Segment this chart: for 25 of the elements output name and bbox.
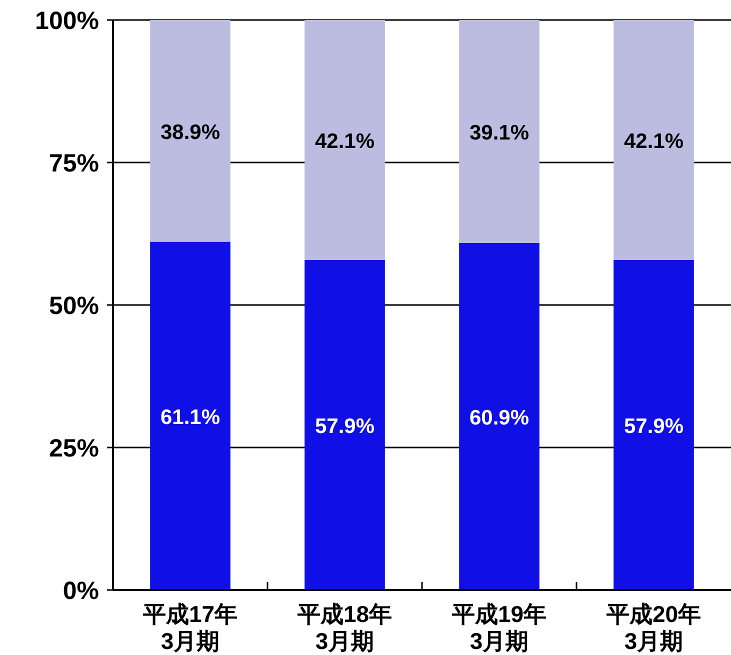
bar [304, 20, 385, 260]
data-label: 42.1% [624, 130, 684, 153]
y-tick-label: 50% [48, 292, 99, 320]
y-tick-label: 0% [62, 577, 99, 605]
x-tick-label: 平成20年 3月期 [605, 601, 702, 654]
y-tick-label: 75% [48, 150, 99, 178]
bar [150, 242, 230, 590]
data-label: 39.1% [469, 121, 530, 144]
data-label: 57.9% [314, 414, 375, 438]
bar [459, 20, 540, 243]
y-tick-label: 25% [48, 434, 99, 462]
bar [614, 260, 694, 590]
bar [614, 20, 694, 260]
data-label: 42.1% [314, 130, 375, 153]
x-tick-label: 平成19年 3月期 [450, 601, 547, 654]
bar [459, 242, 540, 590]
data-label: 60.9% [469, 406, 530, 430]
x-tick-label: 平成18年 3月期 [296, 601, 392, 654]
x-tick-label: 平成17年 3月期 [142, 601, 238, 654]
data-label: 61.1% [160, 406, 220, 429]
bar [304, 260, 385, 590]
y-tick-label: 100% [35, 7, 99, 35]
data-label: 38.9% [160, 120, 220, 144]
data-label: 57.9% [624, 414, 684, 438]
bar [150, 20, 230, 242]
